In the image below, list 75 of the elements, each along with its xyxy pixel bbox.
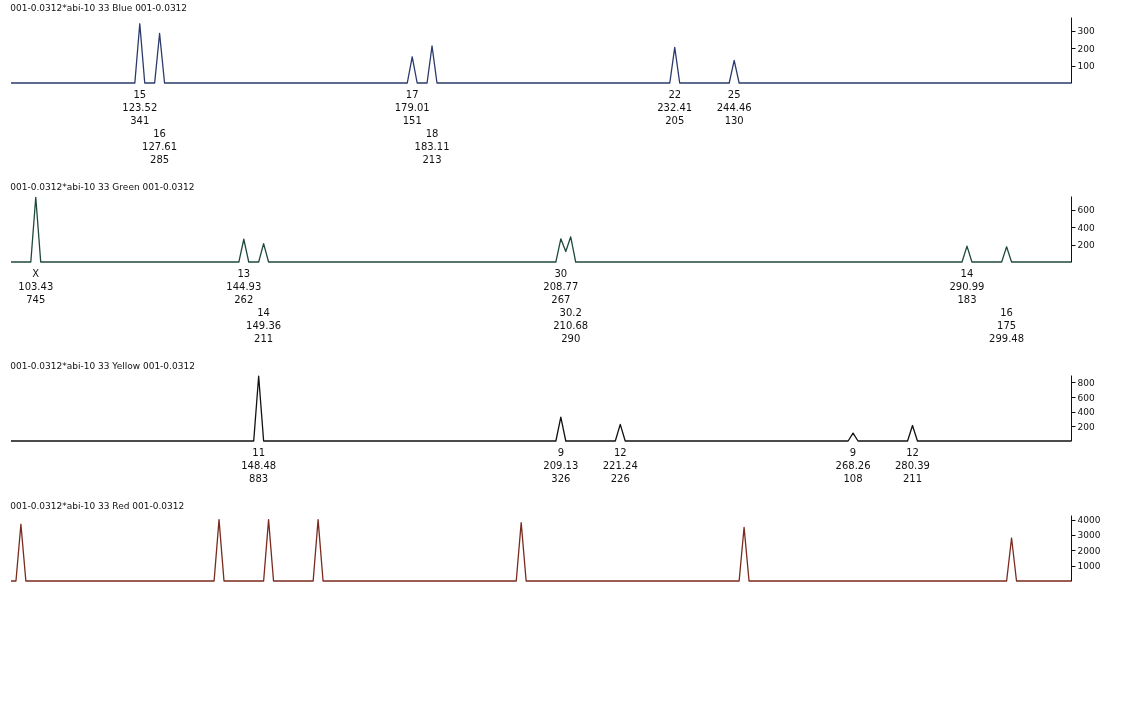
text: 9: [557, 447, 564, 458]
text: 127.61: [142, 141, 178, 152]
text: 221.24: [602, 460, 638, 471]
line-series: [10, 196, 1072, 263]
text: 183: [957, 294, 977, 305]
text: 11: [252, 447, 266, 458]
text: 205: [665, 115, 685, 126]
text: 9: [849, 447, 857, 458]
text: 267: [551, 294, 571, 305]
text: 13: [237, 268, 251, 279]
text: 12: [613, 447, 627, 458]
text: 148.48: [241, 460, 277, 471]
text: 209.13: [543, 460, 579, 471]
text: 16: [153, 128, 166, 139]
text: 123.52: [122, 102, 158, 113]
text: 17: [405, 89, 419, 100]
text: 290: [561, 333, 581, 344]
chart-title: 001-0.0312*abi-10 33 Green 001-0.0312: [10, 182, 195, 192]
text: 179.01: [394, 102, 430, 113]
text: 211: [254, 333, 274, 344]
text: 103.43: [18, 281, 54, 292]
text: 30: [554, 268, 568, 279]
text: 183.11: [414, 141, 450, 152]
text: 14: [960, 268, 974, 279]
y-tick-label: 600: [1077, 205, 1095, 216]
line-series: [10, 518, 1072, 582]
text: 18: [425, 128, 439, 139]
text: 211: [902, 473, 923, 484]
text: 208.77: [543, 281, 579, 292]
y-tick-label: 4000: [1077, 515, 1101, 526]
text: X: [32, 268, 40, 279]
chart-title: 001-0.0312*abi-10 33 Blue 001-0.0312: [10, 3, 188, 13]
text: 262: [234, 294, 254, 305]
text: 25: [727, 89, 741, 100]
y-tick-label: 200: [1077, 421, 1095, 432]
text: 151: [402, 115, 422, 126]
text: 130: [724, 115, 744, 126]
text: 226: [610, 473, 630, 484]
y-tick-label: 1000: [1077, 561, 1101, 572]
y-tick-label: 3000: [1077, 530, 1101, 541]
text: 326: [551, 473, 571, 484]
text: 341: [130, 115, 150, 126]
text: 280.39: [895, 460, 930, 471]
text: 15: [133, 89, 147, 100]
text: 268.26: [835, 460, 871, 471]
chart-title: 001-0.0312*abi-10 33 Red 001-0.0312: [10, 501, 185, 511]
text: 299.48: [989, 333, 1025, 344]
chart-title: 001-0.0312*abi-10 33 Yellow 001-0.0312: [10, 361, 195, 371]
y-tick-label: 200: [1077, 240, 1095, 251]
text: 144.93: [226, 281, 262, 292]
text: 14: [257, 307, 270, 318]
y-tick-label: 600: [1077, 392, 1095, 403]
text: 175: [997, 320, 1017, 331]
line-series: [10, 23, 1072, 84]
text: 244.46: [716, 102, 752, 113]
y-tick-label: 400: [1077, 407, 1095, 418]
text: 285: [150, 154, 170, 165]
y-tick-label: 100: [1077, 61, 1095, 72]
text: 883: [249, 473, 269, 484]
text: 290.99: [949, 281, 985, 292]
y-tick-label: 300: [1077, 26, 1095, 37]
text: 30.2: [559, 307, 582, 318]
y-tick-label: 2000: [1077, 545, 1101, 556]
y-tick-label: 400: [1077, 222, 1095, 233]
text: 12: [906, 447, 919, 458]
text: 745: [26, 294, 46, 305]
text: 16: [1000, 307, 1013, 318]
text: 213: [422, 154, 442, 165]
text: 210.68: [553, 320, 589, 331]
text: 108: [843, 473, 863, 484]
y-tick-label: 200: [1077, 43, 1095, 54]
text: 149.36: [246, 320, 282, 331]
y-tick-label: 800: [1077, 377, 1095, 388]
text: 232.41: [657, 102, 693, 113]
text: 22: [668, 89, 682, 100]
